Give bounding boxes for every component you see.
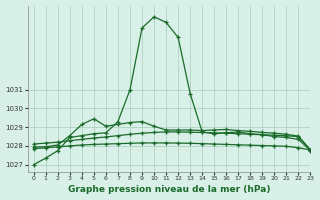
X-axis label: Graphe pression niveau de la mer (hPa): Graphe pression niveau de la mer (hPa) [68,185,270,194]
